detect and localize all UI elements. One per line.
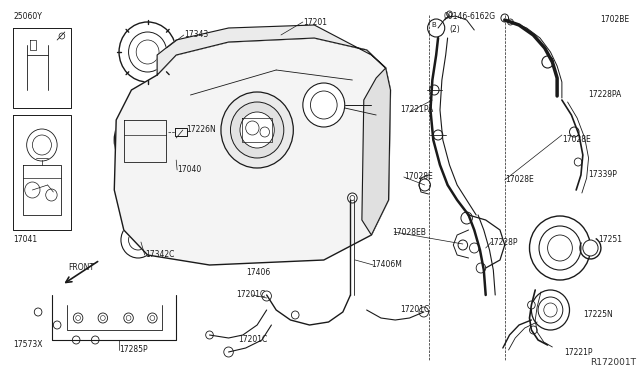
Text: 17028E: 17028E (562, 135, 591, 144)
Circle shape (531, 290, 570, 330)
Text: 17221PA: 17221PA (400, 105, 433, 114)
Text: B: B (431, 22, 436, 28)
Text: 17040: 17040 (177, 165, 202, 174)
Circle shape (148, 313, 157, 323)
Circle shape (461, 212, 472, 224)
Text: 17406: 17406 (246, 268, 270, 277)
Text: 17343: 17343 (184, 30, 208, 39)
Circle shape (240, 112, 275, 148)
Circle shape (529, 326, 537, 334)
Text: 17228PA: 17228PA (589, 90, 622, 99)
Circle shape (348, 193, 357, 203)
Text: 17226N: 17226N (187, 125, 216, 134)
Circle shape (470, 243, 479, 253)
Circle shape (303, 83, 345, 127)
Text: 17028EB: 17028EB (392, 228, 426, 237)
Text: 17201C: 17201C (400, 305, 429, 314)
Circle shape (98, 313, 108, 323)
Text: 17406M: 17406M (371, 260, 403, 269)
Circle shape (433, 130, 443, 140)
Text: 1702BE: 1702BE (600, 15, 629, 24)
Circle shape (230, 102, 284, 158)
Circle shape (53, 321, 61, 329)
Text: 25060Y: 25060Y (13, 12, 42, 21)
Circle shape (92, 336, 99, 344)
Text: 17201C: 17201C (236, 290, 266, 299)
Text: R172001T: R172001T (591, 358, 636, 367)
Circle shape (419, 179, 431, 191)
Circle shape (527, 301, 535, 309)
Text: 17228P: 17228P (490, 238, 518, 247)
Circle shape (35, 308, 42, 316)
Text: 17573X: 17573X (13, 340, 43, 349)
Circle shape (224, 347, 234, 357)
Polygon shape (362, 68, 390, 235)
Circle shape (262, 291, 271, 301)
Text: 17028E: 17028E (505, 175, 534, 184)
Circle shape (583, 240, 598, 256)
Text: 09146-6162G: 09146-6162G (444, 12, 496, 21)
Circle shape (291, 311, 299, 319)
Circle shape (74, 313, 83, 323)
Polygon shape (115, 38, 390, 265)
Circle shape (458, 240, 468, 250)
Text: (2): (2) (449, 25, 460, 34)
Text: 17339P: 17339P (589, 170, 618, 179)
Polygon shape (157, 25, 386, 75)
Circle shape (115, 108, 175, 172)
Circle shape (205, 331, 213, 339)
Text: 17342C: 17342C (145, 250, 174, 259)
Circle shape (72, 336, 80, 344)
Circle shape (501, 14, 509, 22)
Text: 17201: 17201 (303, 18, 327, 27)
Text: 17201C: 17201C (238, 335, 268, 344)
Circle shape (476, 263, 486, 273)
Circle shape (419, 307, 429, 317)
Text: 17028E: 17028E (404, 172, 433, 181)
Text: 17221P: 17221P (564, 348, 592, 357)
Circle shape (121, 222, 156, 258)
Circle shape (428, 19, 445, 37)
Circle shape (429, 85, 439, 95)
Text: 17251: 17251 (598, 235, 622, 244)
Text: 17285P: 17285P (119, 345, 148, 354)
Text: FRONT: FRONT (68, 263, 95, 272)
Text: 17225N: 17225N (583, 310, 612, 319)
Circle shape (529, 216, 591, 280)
Circle shape (542, 56, 554, 68)
Circle shape (570, 127, 579, 137)
Circle shape (124, 313, 133, 323)
Circle shape (574, 158, 582, 166)
Circle shape (221, 92, 293, 168)
Circle shape (119, 22, 176, 82)
Text: 17041: 17041 (13, 235, 38, 244)
